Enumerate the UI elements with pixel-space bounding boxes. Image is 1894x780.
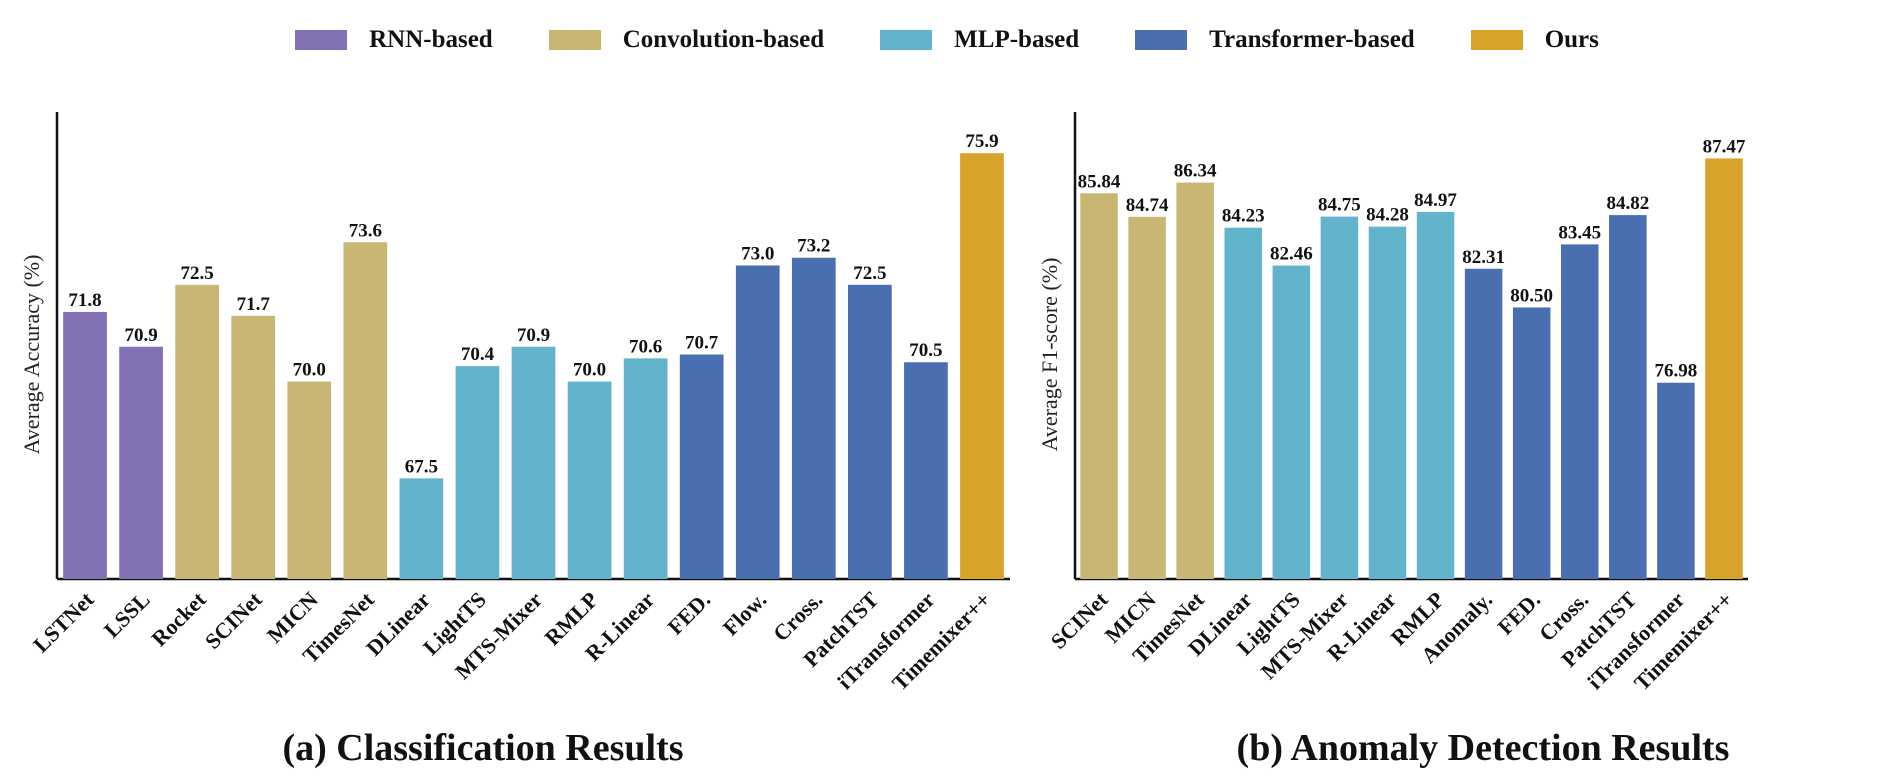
bar [119, 346, 163, 579]
x-tick-label: LSTNet [28, 586, 99, 657]
legend-swatch [1470, 30, 1523, 50]
bar [343, 242, 388, 579]
bar-value-label: 75.9 [965, 131, 998, 152]
bar [1224, 227, 1262, 580]
bar-value-label: 72.5 [181, 263, 214, 284]
bar [175, 284, 220, 579]
bar-value-label: 83.45 [1558, 222, 1601, 243]
bar [231, 315, 276, 579]
x-tick-label: FED. [663, 587, 716, 640]
bar-value-label: 76.98 [1655, 361, 1698, 382]
legend-label: MLP-based [954, 26, 1080, 53]
bar-value-label: 70.6 [629, 336, 662, 357]
x-tick-label: SCINet [200, 586, 267, 653]
bar [1705, 158, 1743, 580]
x-tick-label: Timemixer++ [887, 587, 996, 696]
anomaly-detection-chart: Average F1-score (%)85.84SCINet84.74MICN… [1037, 112, 1748, 769]
bar-value-label: 70.7 [685, 333, 719, 354]
chart-caption: (a) Classification Results [282, 727, 683, 769]
bar-value-label: 84.28 [1366, 205, 1409, 226]
bar-value-label: 70.0 [293, 360, 326, 381]
bar [1657, 382, 1695, 579]
bar [1416, 211, 1455, 580]
bar-value-label: 70.9 [517, 325, 550, 346]
bar [791, 257, 836, 579]
bar [399, 478, 444, 579]
y-axis-label: Average F1-score (%) [1037, 258, 1062, 452]
legend-label: Convolution-based [622, 26, 825, 53]
bar [735, 265, 780, 579]
bar-value-label: 70.4 [461, 344, 495, 365]
bar-value-label: 70.9 [124, 325, 157, 346]
bar-value-label: 87.47 [1703, 136, 1746, 157]
bar-value-label: 67.5 [405, 456, 438, 477]
bar [287, 381, 332, 579]
legend-item: RNN-based [295, 26, 493, 54]
bar-value-label: 72.5 [853, 263, 886, 284]
legend-swatch [1135, 30, 1188, 50]
classification-chart: Average Accuracy (%) 71.8LSTNet70.9LSSL72… [19, 112, 1010, 769]
bar-value-label: 82.31 [1462, 247, 1505, 268]
bar [455, 366, 500, 579]
bar [1512, 307, 1551, 579]
legend-swatch [548, 30, 601, 50]
bar [1080, 193, 1118, 580]
legend-item: Transformer-based [1135, 26, 1415, 54]
legend-item: Ours [1470, 26, 1599, 54]
bar [1561, 244, 1599, 579]
legend-label: RNN-based [369, 26, 493, 53]
bar-value-label: 85.84 [1078, 171, 1121, 192]
bar-value-label: 84.23 [1222, 206, 1265, 227]
bar-value-label: 84.74 [1126, 195, 1169, 216]
legend-item: Convolution-based [548, 26, 825, 54]
bar-value-label: 70.0 [573, 360, 606, 381]
bar-value-label: 84.75 [1318, 195, 1361, 216]
x-tick-label: Flow. [718, 587, 772, 641]
bar-value-label: 84.97 [1414, 190, 1457, 211]
bar-value-label: 71.8 [68, 290, 101, 311]
bar-value-label: 86.34 [1174, 161, 1217, 182]
bar [1368, 226, 1407, 579]
bar [623, 358, 668, 579]
bar-value-label: 80.50 [1510, 285, 1553, 306]
chart-caption: (b) Anomaly Detection Results [1237, 727, 1730, 769]
bar-value-label: 73.0 [741, 243, 774, 264]
legend-label: Transformer-based [1209, 26, 1415, 53]
legend-swatch [880, 30, 933, 50]
bar-value-label: 82.46 [1270, 244, 1313, 265]
bar [1464, 268, 1503, 579]
legend-item: MLP-based [880, 26, 1079, 54]
x-tick-label: DLinear [361, 587, 435, 661]
x-tick-label: SCINet [1046, 586, 1113, 653]
bar-value-label: 84.82 [1606, 193, 1649, 214]
y-axis-label: Average Accuracy (%) [19, 255, 44, 455]
legend-label: Ours [1544, 26, 1599, 53]
bar [567, 381, 612, 579]
bar-value-label: 71.7 [237, 294, 271, 315]
bar-value-label: 73.2 [797, 236, 830, 257]
bar [1176, 182, 1214, 579]
bar [511, 346, 556, 579]
bar [1320, 216, 1359, 580]
bar [1128, 216, 1166, 579]
bar [960, 153, 1004, 580]
bar-value-label: 73.6 [349, 220, 382, 241]
x-tick-label: Rocket [146, 586, 211, 651]
legend-swatch [295, 30, 348, 50]
bar-value-label: 70.5 [909, 340, 942, 361]
bar [63, 311, 107, 579]
legend: RNN-based Convolution-based MLP-based Trans… [0, 18, 1894, 62]
bar [1272, 265, 1311, 579]
bar [904, 362, 948, 579]
bar [679, 354, 724, 579]
bar [1609, 215, 1647, 579]
bar [847, 284, 892, 579]
